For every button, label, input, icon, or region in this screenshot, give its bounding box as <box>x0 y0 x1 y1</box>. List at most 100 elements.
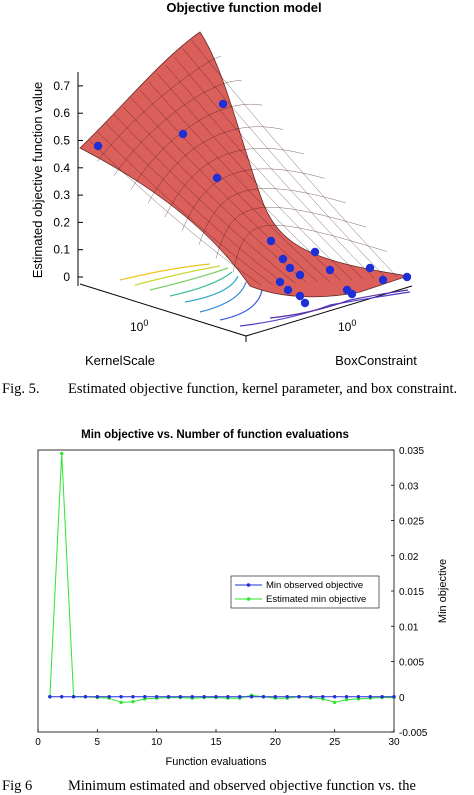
legend-marker-observed <box>246 583 251 587</box>
point-observed <box>143 695 147 699</box>
point-observed <box>83 695 88 699</box>
point-observed <box>71 695 76 699</box>
observed-point <box>266 236 276 246</box>
x-tick-label: 25 <box>329 737 341 748</box>
observed-point <box>285 263 295 273</box>
figure5-caption-text: Estimated objective function, kernel par… <box>68 381 458 397</box>
point-observed <box>166 695 171 699</box>
x-axis-label: Function evaluations <box>166 756 267 768</box>
point-observed <box>344 695 349 699</box>
legend-label-estimated: Estimated min objective <box>266 594 366 605</box>
observed-point <box>218 99 228 109</box>
point-observed <box>190 695 194 699</box>
point-observed <box>226 695 230 699</box>
z-tick-label: 0.4 <box>53 161 70 175</box>
y-tick-label: 0.01 <box>399 622 419 633</box>
mesh-line <box>232 225 388 273</box>
mesh-line <box>174 56 375 279</box>
point-observed <box>380 695 384 699</box>
y-tick-label: 0.005 <box>399 658 424 669</box>
x-tick-label: 0 <box>35 737 41 748</box>
x-tick-label: 15 <box>210 737 222 748</box>
mesh-line <box>114 114 296 284</box>
z-axis-label: Estimated objective function value <box>30 82 45 279</box>
mesh-line <box>165 65 363 279</box>
point-observed <box>261 695 266 699</box>
mesh-line <box>113 80 242 176</box>
point-observed <box>249 695 254 699</box>
surface-title: Objective function model <box>166 0 321 15</box>
legend-label-observed: Min observed objective <box>266 580 363 591</box>
z-tick-label: 0 <box>63 270 70 284</box>
point-observed <box>178 695 183 699</box>
y-axis-label: Min objective <box>437 559 449 623</box>
y-tick-label: 0.035 <box>399 446 424 457</box>
chart-title: Min objective vs. Number of function eva… <box>81 429 349 441</box>
kernel-scale-label: KernelScale <box>85 353 155 368</box>
observed-point <box>295 291 305 301</box>
min-objective-chart: Min objective vs. Number of function eva… <box>35 429 449 768</box>
legend-marker-estimated <box>246 597 251 601</box>
z-tick-label: 0.7 <box>53 79 70 93</box>
floor-axes <box>79 283 413 342</box>
series-line-estimated <box>49 453 394 703</box>
point-observed <box>297 695 301 699</box>
contour-lines <box>119 263 411 327</box>
series-group <box>48 451 396 705</box>
point-observed <box>202 695 206 699</box>
figure5-caption-label: Fig. 5. <box>2 381 40 397</box>
observed-point <box>278 254 288 264</box>
box-constraint-tick: 100 <box>338 318 356 334</box>
point-estimated <box>131 699 135 704</box>
mesh-line <box>215 207 367 259</box>
y-tick-label: 0.03 <box>399 481 419 492</box>
z-axis: 0 0.1 0.2 0.3 0.4 0.5 0.6 0.7 <box>53 72 83 286</box>
kernel-scale-tick: 100 <box>130 318 148 334</box>
x-ticks: 0 5 10 15 20 25 30 <box>35 729 400 748</box>
point-estimated <box>344 697 349 702</box>
mesh-line <box>96 56 221 162</box>
point-observed <box>285 695 289 699</box>
mesh-line <box>198 188 346 245</box>
x-tick-label: 30 <box>388 737 400 748</box>
point-observed <box>238 695 242 699</box>
mesh-line <box>147 126 284 204</box>
z-tick-label: 0.2 <box>53 215 70 229</box>
observed-point <box>402 272 412 282</box>
y-tick-label: 0.015 <box>399 587 424 598</box>
y-tick-label: 0.02 <box>399 552 419 563</box>
mesh-line <box>191 40 397 277</box>
z-tick-label: 0.1 <box>53 243 70 257</box>
mesh-line <box>181 168 325 231</box>
point-observed <box>131 695 135 699</box>
point-observed <box>60 695 64 699</box>
z-tick-label: 0.5 <box>53 134 70 148</box>
x-tick-label: 5 <box>95 737 101 748</box>
point-observed <box>356 695 361 699</box>
point-observed <box>107 695 111 699</box>
observed-point <box>310 247 320 257</box>
point-estimated <box>60 451 64 456</box>
box-constraint-label: BoxConstraint <box>335 353 417 368</box>
point-observed <box>214 695 218 699</box>
mesh-line <box>156 73 352 280</box>
mesh-line <box>122 106 307 283</box>
legend-box <box>230 575 380 609</box>
surface-plot: Objective function model 0 0.1 0.2 0.3 0.4 0.… <box>30 0 417 368</box>
point-observed <box>119 695 123 699</box>
point-observed <box>332 695 337 699</box>
observed-point <box>300 298 310 308</box>
mesh-line <box>131 98 318 282</box>
mesh-line <box>182 48 386 278</box>
observed-point <box>378 275 388 285</box>
mesh-line <box>164 148 305 218</box>
point-observed <box>309 695 313 699</box>
mesh-line <box>105 123 284 285</box>
observed-points <box>93 99 412 308</box>
z-tick-label: 0.3 <box>53 188 70 202</box>
x-tick-label: 20 <box>270 737 282 748</box>
surface-mesh <box>79 31 409 298</box>
mesh-line <box>97 131 273 285</box>
observed-point <box>365 263 375 273</box>
